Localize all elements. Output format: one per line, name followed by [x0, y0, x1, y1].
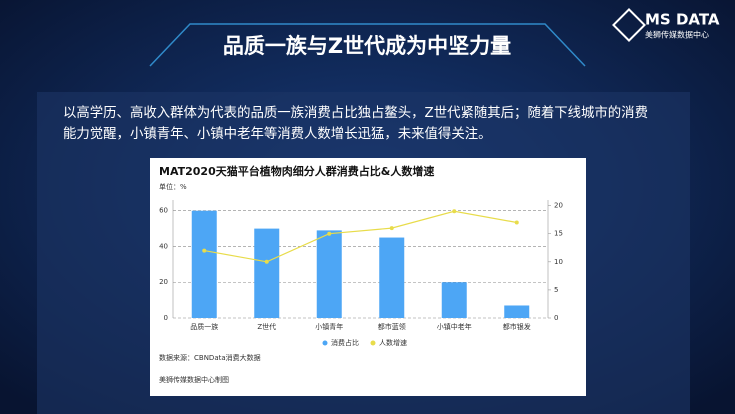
- legend-label: 消费占比: [331, 338, 359, 347]
- unit-label: 单位：%: [159, 182, 187, 191]
- title-frame: [149, 23, 586, 67]
- line-point: [514, 220, 519, 225]
- bar: [441, 282, 467, 318]
- bar: [504, 305, 530, 318]
- y-tick-label: 60: [159, 207, 168, 215]
- legend-label: 人数增速: [379, 338, 407, 347]
- line-point: [202, 248, 207, 253]
- y-tick-label: 0: [164, 314, 168, 322]
- x-tick-label: 小镇青年: [315, 322, 343, 331]
- x-tick-label: 品质一族: [190, 322, 218, 331]
- logo: MS DATA: [645, 11, 720, 29]
- bar: [191, 210, 217, 318]
- bar: [254, 228, 280, 318]
- source: 数据来源：CBNData消费大数据: [159, 353, 261, 362]
- credit: 美狮传媒数据中心制图: [159, 375, 229, 384]
- chart-panel: [150, 158, 586, 396]
- y2-tick-label: 0: [554, 314, 558, 322]
- legend-marker: [322, 340, 328, 346]
- bar: [379, 237, 405, 318]
- bar: [316, 230, 342, 318]
- y2-tick-label: 5: [554, 286, 558, 294]
- x-tick-label: 都市银发: [503, 322, 531, 331]
- x-tick-label: 小镇中老年: [437, 322, 472, 331]
- line: [204, 210, 517, 263]
- chart-title: MAT2020天猫平台植物肉细分人群消费占比&人数增速: [159, 164, 434, 178]
- paragraph-line: 能力觉醒，小镇青年、小镇中老年等消费人数增长迅猛，未来值得关注。: [63, 125, 492, 142]
- x-tick-label: Z世代: [257, 322, 276, 331]
- y-tick-label: 20: [159, 278, 168, 286]
- paragraph-line: 以高学历、高收入群体为代表的品质一族消费占比独占鳌头，Z世代紧随其后；随着下线城…: [63, 104, 648, 121]
- y-tick-label: 40: [159, 242, 168, 250]
- y2-tick-label: 15: [554, 230, 563, 238]
- legend-marker: [370, 340, 376, 346]
- line-point: [452, 209, 457, 214]
- logo-icon: [612, 8, 646, 42]
- x-tick-label: 都市蓝领: [378, 322, 406, 331]
- y2-tick-label: 20: [554, 202, 563, 210]
- line-point: [264, 259, 269, 264]
- y2-tick-label: 10: [554, 258, 563, 266]
- slide-title: 品质一族与Z世代成为中坚力量: [223, 34, 511, 58]
- logo-sub: 美狮传媒数据中心: [645, 30, 709, 40]
- line-point: [389, 226, 394, 231]
- line-point: [327, 231, 332, 236]
